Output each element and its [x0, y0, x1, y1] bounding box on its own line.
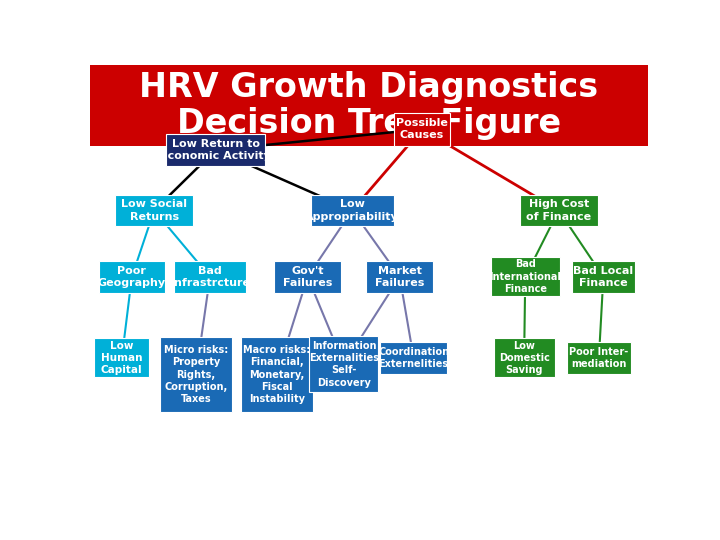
Text: Micro risks:
Property
Rights,
Corruption,
Taxes: Micro risks: Property Rights, Corruption…: [164, 345, 228, 404]
Text: Market
Failures: Market Failures: [375, 266, 424, 288]
FancyBboxPatch shape: [520, 194, 598, 226]
FancyBboxPatch shape: [115, 194, 193, 226]
Text: Information
Externalities
Self-
Discovery: Information Externalities Self- Discover…: [309, 341, 379, 388]
FancyBboxPatch shape: [311, 194, 394, 226]
FancyBboxPatch shape: [380, 341, 447, 374]
Text: Bad Local
Finance: Bad Local Finance: [573, 266, 634, 288]
FancyBboxPatch shape: [160, 338, 232, 412]
FancyBboxPatch shape: [572, 261, 635, 293]
Text: Low
Human
Capital: Low Human Capital: [101, 341, 143, 375]
FancyBboxPatch shape: [310, 336, 379, 392]
FancyBboxPatch shape: [99, 261, 165, 293]
FancyBboxPatch shape: [490, 258, 560, 296]
Text: Poor
Geography: Poor Geography: [98, 266, 166, 288]
FancyBboxPatch shape: [366, 261, 433, 293]
Text: Macro risks:
Financial,
Monetary,
Fiscal
Instability: Macro risks: Financial, Monetary, Fiscal…: [243, 345, 310, 404]
FancyBboxPatch shape: [90, 65, 648, 146]
Text: Low
Appropriability: Low Appropriability: [305, 199, 399, 221]
Text: Low Return to
Economic Activity: Low Return to Economic Activity: [160, 139, 271, 161]
Text: HRV Growth Diagnostics: HRV Growth Diagnostics: [140, 71, 598, 104]
FancyBboxPatch shape: [567, 341, 631, 374]
FancyBboxPatch shape: [166, 134, 266, 166]
Text: Bad
Infrastrcture: Bad Infrastrcture: [170, 266, 250, 288]
Text: Decision Tree Figure: Decision Tree Figure: [177, 107, 561, 140]
Text: High Cost
of Finance: High Cost of Finance: [526, 199, 591, 221]
FancyBboxPatch shape: [494, 339, 554, 377]
FancyBboxPatch shape: [241, 338, 313, 412]
Text: Gov't
Failures: Gov't Failures: [283, 266, 333, 288]
Text: Possible
Causes: Possible Causes: [396, 118, 448, 140]
Text: Poor Inter-
mediation: Poor Inter- mediation: [570, 347, 629, 369]
FancyBboxPatch shape: [94, 339, 150, 377]
FancyBboxPatch shape: [174, 261, 246, 293]
Text: Coordination
Externelities: Coordination Externelities: [378, 347, 449, 369]
FancyBboxPatch shape: [274, 261, 341, 293]
Text: Low Social
Returns: Low Social Returns: [121, 199, 187, 221]
FancyBboxPatch shape: [395, 113, 449, 146]
Text: Low
Domestic
Saving: Low Domestic Saving: [499, 341, 549, 375]
Text: Bad
International
Finance: Bad International Finance: [490, 259, 561, 294]
